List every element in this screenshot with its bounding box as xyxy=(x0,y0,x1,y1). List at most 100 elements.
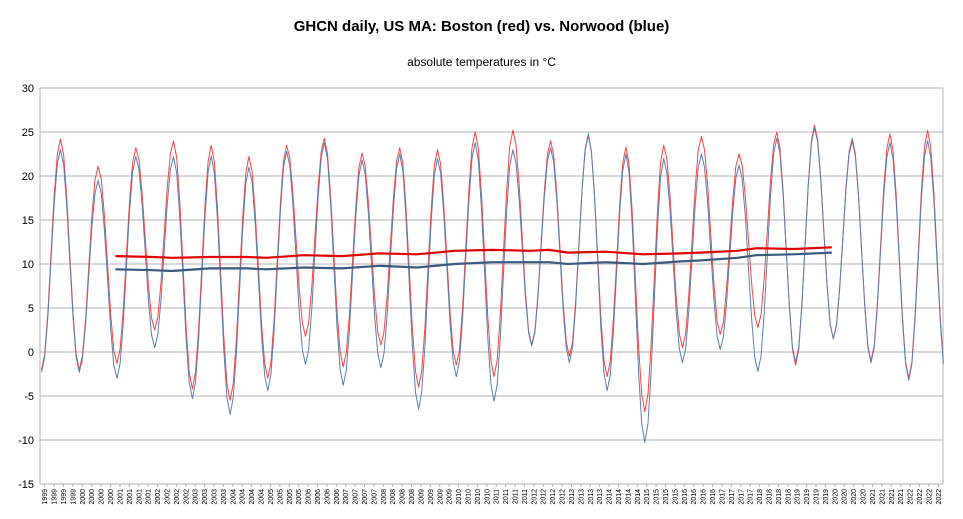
x-tick-label: 1999 xyxy=(52,489,59,505)
x-tick-label: 2009 xyxy=(418,489,425,505)
x-tick-label: 2000 xyxy=(108,489,115,505)
x-tick-label: 2013 xyxy=(578,489,585,505)
x-tick-label: 2019 xyxy=(804,489,811,505)
x-tick-label: 2008 xyxy=(400,489,407,505)
x-tick-label: 2013 xyxy=(588,489,595,505)
x-tick-label: 2021 xyxy=(879,489,886,505)
x-tick-label: 2002 xyxy=(155,489,162,505)
series-line-norwood-blue xyxy=(41,127,944,444)
x-tick-label: 2006 xyxy=(334,489,341,505)
x-tick-label: 2013 xyxy=(597,489,604,505)
y-tick-label: 25 xyxy=(22,127,34,139)
x-tick-label: 2014 xyxy=(616,489,623,505)
x-tick-label: 2005 xyxy=(277,489,284,505)
x-tick-label: 2000 xyxy=(89,489,96,505)
x-tick-label: 2012 xyxy=(560,489,567,505)
x-tick-label: 2005 xyxy=(296,489,303,505)
x-tick-label: 2007 xyxy=(343,489,350,505)
y-tick-label: 20 xyxy=(22,171,34,183)
x-tick-label: 2000 xyxy=(99,489,106,505)
x-tick-label: 2011 xyxy=(494,489,501,504)
x-tick-label: 2009 xyxy=(437,489,444,505)
y-tick-label: -15 xyxy=(18,479,34,491)
x-tick-label: 2003 xyxy=(212,489,219,505)
x-tick-label: 2004 xyxy=(249,489,256,505)
x-tick-label: 2016 xyxy=(710,489,717,505)
x-tick-label: 2015 xyxy=(644,489,651,505)
x-tick-label: 2012 xyxy=(541,489,548,505)
x-tick-label: 2009 xyxy=(447,489,454,505)
x-tick-label: 2010 xyxy=(456,489,463,505)
x-tick-label: 2017 xyxy=(748,489,755,505)
x-tick-label: 2002 xyxy=(174,489,181,505)
x-tick-label: 2022 xyxy=(908,489,915,505)
x-tick-label: 2018 xyxy=(785,489,792,505)
x-tick-label: 2009 xyxy=(428,489,435,505)
x-tick-label: 2005 xyxy=(268,489,275,505)
chart-subtitle: absolute temperatures in °C xyxy=(407,55,556,69)
x-tick-label: 2003 xyxy=(193,489,200,505)
x-tick-label: 2014 xyxy=(625,489,632,505)
x-tick-label: 2019 xyxy=(795,489,802,505)
x-tick-label: 2018 xyxy=(766,489,773,505)
x-tick-label: 2021 xyxy=(889,489,896,505)
x-tick-label: 2011 xyxy=(503,489,510,504)
x-tick-label: 2018 xyxy=(757,489,764,505)
x-tick-label: 2020 xyxy=(861,489,868,505)
y-tick-label: 10 xyxy=(22,259,34,271)
series-line-boston-running-mean xyxy=(115,246,832,259)
x-tick-label: 2011 xyxy=(522,489,529,504)
x-tick-label: 2015 xyxy=(672,489,679,505)
x-tick-label: 2007 xyxy=(371,489,378,505)
x-tick-label: 2019 xyxy=(823,489,830,505)
x-tick-label: 1999 xyxy=(61,489,68,505)
x-tick-label: 1999 xyxy=(42,489,49,505)
x-tick-label: 2007 xyxy=(362,489,369,505)
y-tick-label: 5 xyxy=(28,303,34,315)
x-tick-label: 2016 xyxy=(701,489,708,505)
x-tick-label: 2001 xyxy=(146,489,153,505)
x-tick-label: 1999 xyxy=(70,489,77,505)
x-tick-label: 2019 xyxy=(814,489,821,505)
x-tick-label: 2000 xyxy=(80,489,87,505)
y-tick-label: 30 xyxy=(22,83,34,95)
x-tick-label: 2020 xyxy=(851,489,858,505)
x-tick-label: 2003 xyxy=(221,489,228,505)
x-tick-label: 2015 xyxy=(663,489,670,505)
x-tick-label: 2002 xyxy=(183,489,190,505)
x-tick-label: 2008 xyxy=(381,489,388,505)
x-tick-label: 2007 xyxy=(353,489,360,505)
x-tick-label: 2012 xyxy=(531,489,538,505)
chart-title: GHCN daily, US MA: Boston (red) vs. Norw… xyxy=(293,18,670,35)
x-tick-label: 2013 xyxy=(569,489,576,505)
x-tick-label: 2016 xyxy=(691,489,698,505)
x-tick-label: 2005 xyxy=(287,489,294,505)
x-tick-label: 2017 xyxy=(738,489,745,505)
x-tick-label: 2014 xyxy=(635,489,642,505)
series-line-boston-red xyxy=(41,124,944,413)
x-tick-label: 2016 xyxy=(682,489,689,505)
x-tick-label: 2022 xyxy=(917,489,924,505)
x-tick-label: 2020 xyxy=(842,489,849,505)
x-tick-label: 2022 xyxy=(926,489,933,505)
x-tick-label: 2001 xyxy=(127,489,134,505)
x-tick-label: 2017 xyxy=(719,489,726,505)
x-tick-label: 2020 xyxy=(832,489,839,505)
series-line-norwood-running-mean xyxy=(115,251,832,273)
x-tick-label: 2004 xyxy=(230,489,237,505)
x-tick-label: 2002 xyxy=(164,489,171,505)
x-tick-label: 2004 xyxy=(240,489,247,505)
x-tick-label: 2010 xyxy=(475,489,482,505)
y-tick-label: -10 xyxy=(18,435,34,447)
x-tick-label: 2001 xyxy=(117,489,124,505)
x-tick-label: 2015 xyxy=(654,489,661,505)
x-tick-label: 2006 xyxy=(324,489,331,505)
x-tick-label: 2006 xyxy=(306,489,313,505)
y-tick-label: 0 xyxy=(28,347,34,359)
x-tick-label: 2012 xyxy=(550,489,557,505)
x-tick-label: 2004 xyxy=(259,489,266,505)
x-tick-label: 2003 xyxy=(202,489,209,505)
x-tick-label: 2008 xyxy=(409,489,416,505)
y-tick-label: -5 xyxy=(24,391,34,403)
